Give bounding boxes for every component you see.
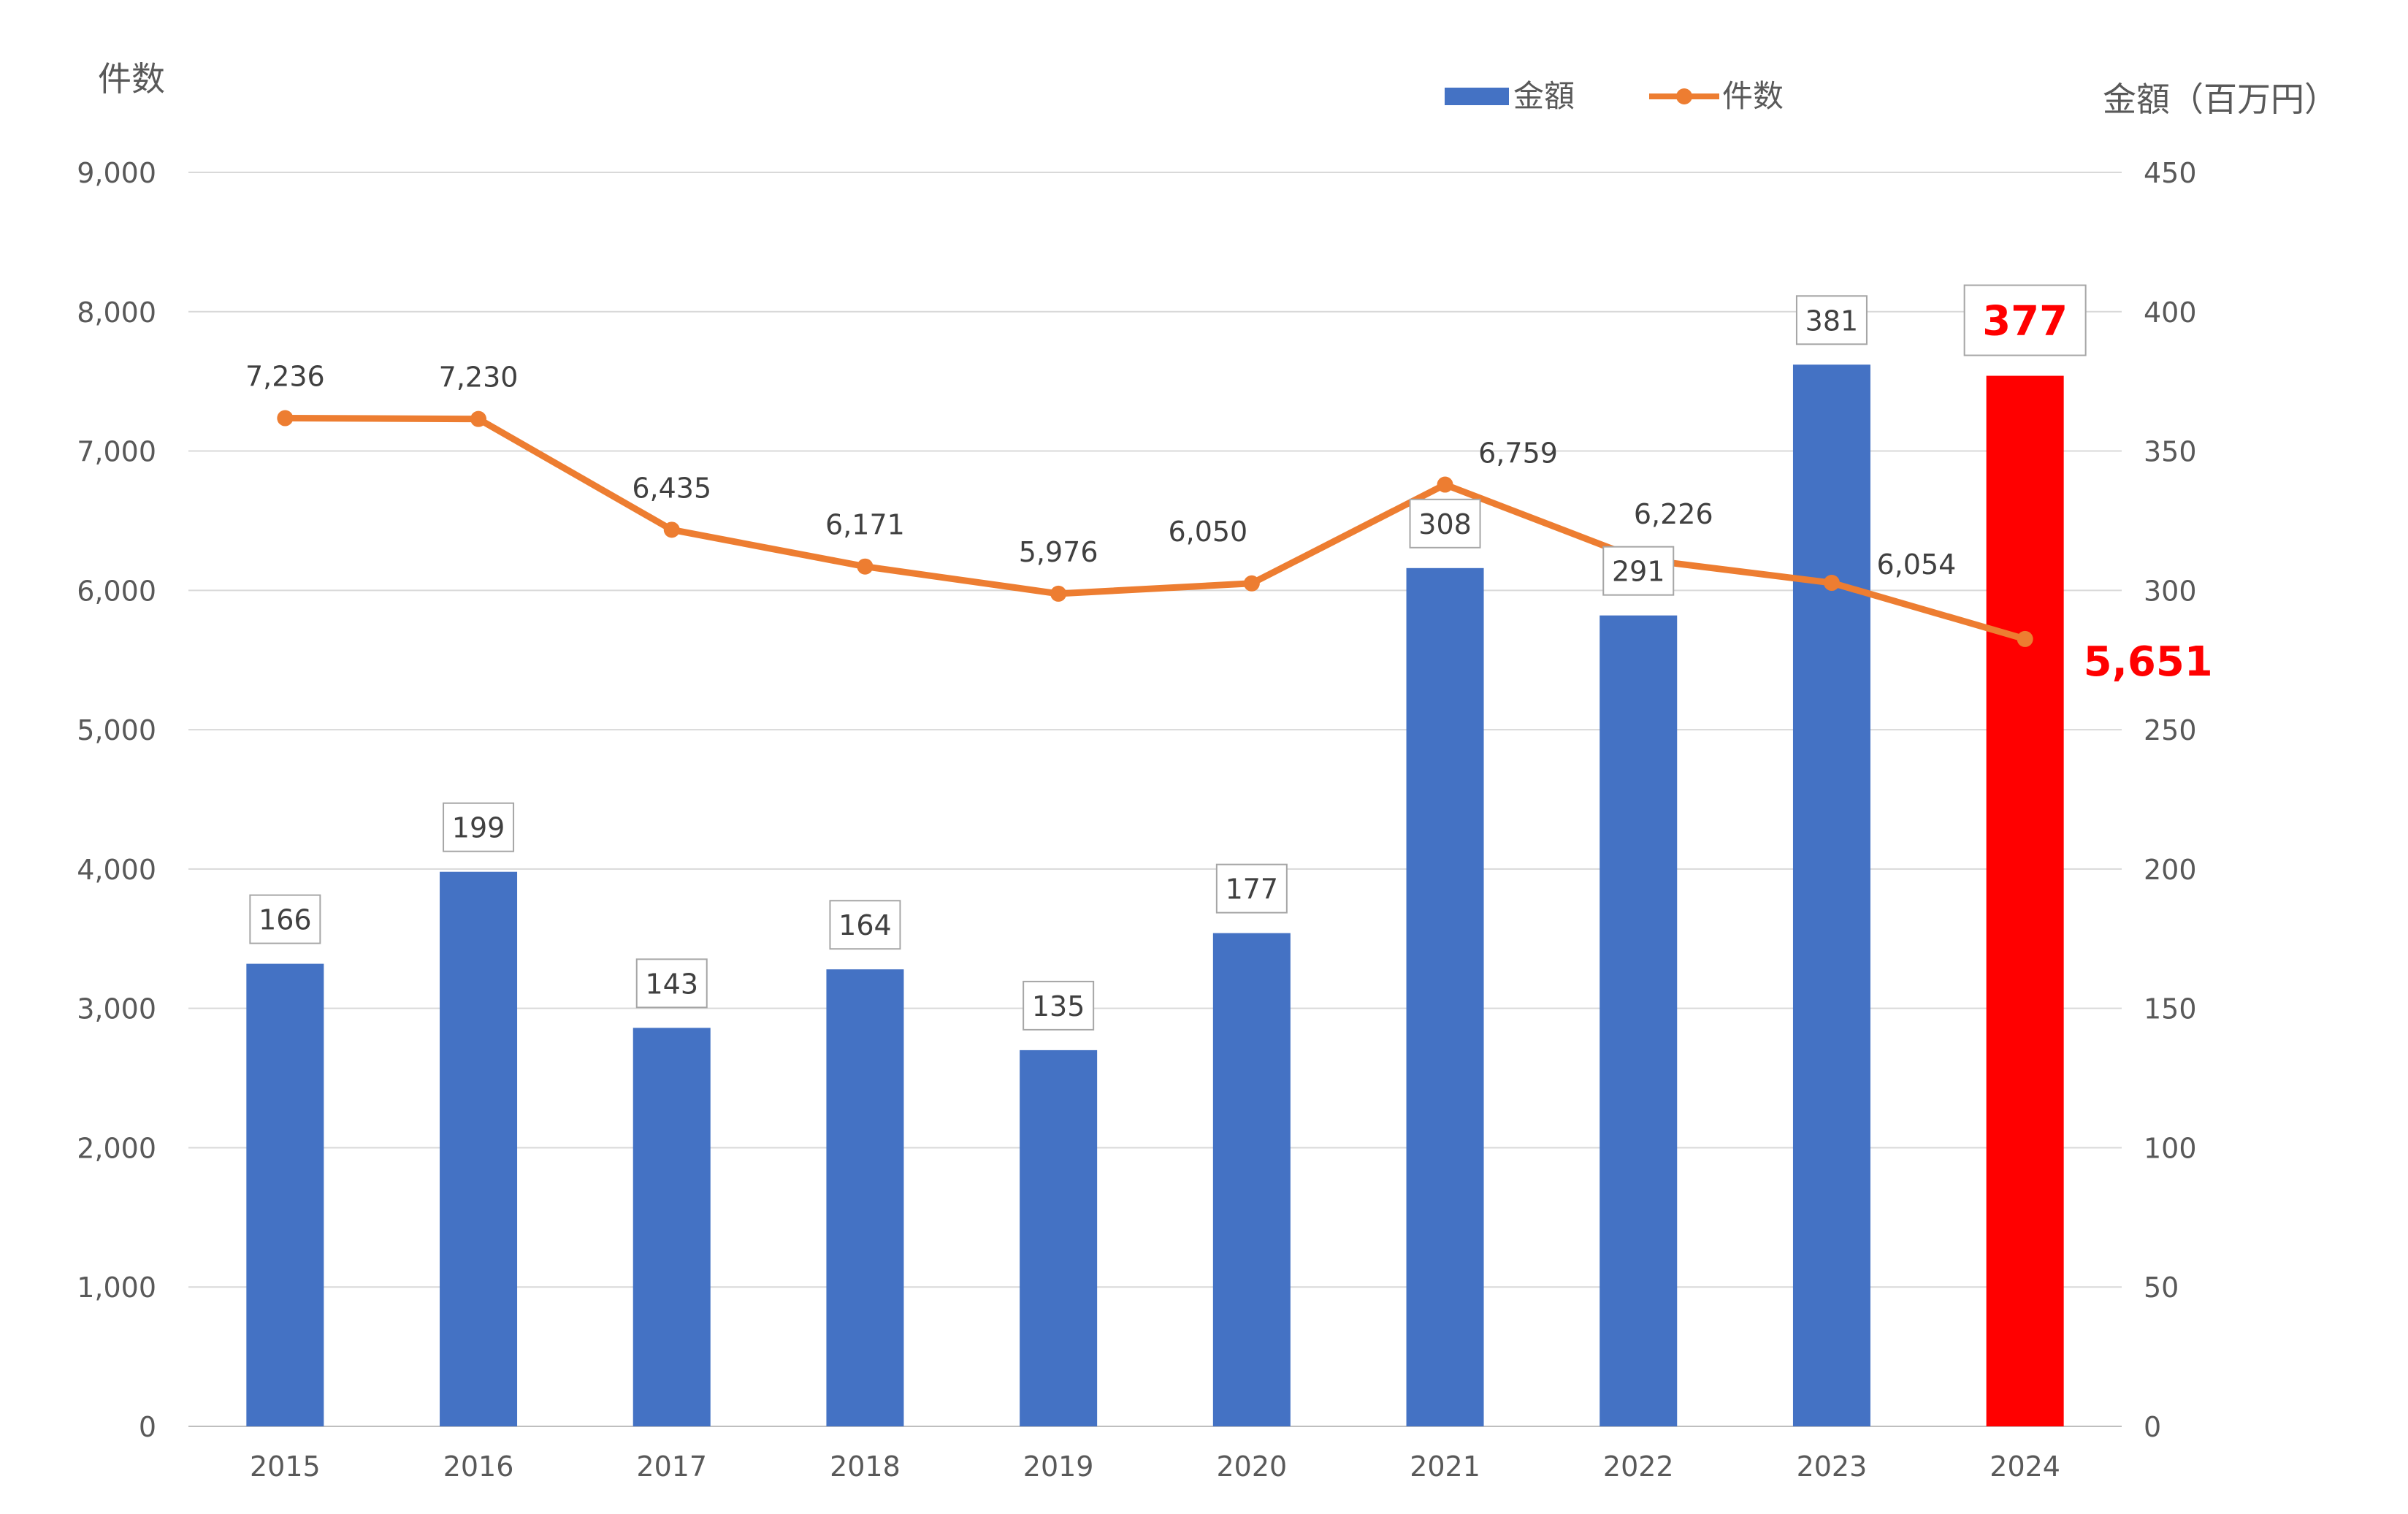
y-right-tick-label: 200 xyxy=(2144,854,2197,886)
bar-value-label-box xyxy=(635,958,708,1009)
line-point xyxy=(1243,575,1260,592)
bar-value-label-box xyxy=(1023,980,1095,1031)
y-left-tick-label: 1,000 xyxy=(77,1272,156,1304)
bar-value-label-box xyxy=(249,894,321,944)
bar-value-label-box xyxy=(1215,863,1288,914)
line-value-label: 6,226 xyxy=(1634,498,1713,530)
y-right-tick-label: 0 xyxy=(2144,1411,2161,1443)
y-right-tick-label: 450 xyxy=(2144,157,2197,189)
bar-value-label: 381 xyxy=(1805,305,1859,337)
y-right-tick-label: 100 xyxy=(2144,1132,2197,1164)
bar xyxy=(1986,375,2064,1426)
legend-line-label: 件数 xyxy=(1722,78,1784,114)
bar-value-label: 291 xyxy=(1612,556,1665,588)
line-value-label: 5,976 xyxy=(1019,536,1098,568)
x-tick-label: 2016 xyxy=(443,1450,514,1483)
label-layer: 166 199 143 164 135 177 308 291 381 377 7,236 7,230… xyxy=(245,284,2213,1031)
line-point xyxy=(1437,476,1453,493)
line-value-label: 6,171 xyxy=(825,509,905,541)
bar xyxy=(1212,933,1291,1426)
bar xyxy=(440,871,518,1426)
bar-layer xyxy=(246,364,2064,1427)
axis-layer: 0 0 1,000 50 2,000 100 3,000 150 4,000 200 5,000 25… xyxy=(77,157,2196,1483)
bar-value-label: 166 xyxy=(259,904,312,936)
line-value-label: 7,230 xyxy=(439,362,519,394)
x-tick-label: 2023 xyxy=(1797,1450,1868,1483)
line-point xyxy=(470,410,487,427)
x-tick-label: 2015 xyxy=(250,1450,321,1483)
bar xyxy=(632,1028,711,1426)
bar-value-label-box xyxy=(1963,284,2087,356)
line-value-label: 6,054 xyxy=(1877,548,1957,581)
x-tick-label: 2018 xyxy=(830,1450,901,1483)
line-point xyxy=(1050,585,1067,602)
y-right-tick-label: 50 xyxy=(2144,1272,2179,1304)
legend-line-marker xyxy=(1676,88,1692,104)
bar xyxy=(826,969,904,1426)
left-axis-title: 件数 xyxy=(98,59,165,99)
line-value-label: 5,651 xyxy=(2084,638,2213,686)
x-tick-label: 2020 xyxy=(1216,1450,1287,1483)
y-right-tick-label: 250 xyxy=(2144,714,2197,746)
line-value-label: 7,236 xyxy=(245,361,325,393)
bar-value-label-box xyxy=(1795,295,1868,345)
line-point xyxy=(2017,630,2033,647)
y-right-tick-label: 350 xyxy=(2144,436,2197,468)
line-point xyxy=(277,410,294,427)
line-value-label: 6,435 xyxy=(632,472,711,504)
y-right-tick-label: 400 xyxy=(2144,297,2197,329)
legend-bar-label: 金額 xyxy=(1513,78,1575,114)
right-axis-title: 金額（百万円） xyxy=(2103,80,2338,119)
bar xyxy=(1792,364,1870,1427)
line-layer xyxy=(277,410,2033,647)
x-tick-label: 2017 xyxy=(636,1450,707,1483)
legend: 金額 件数 xyxy=(1445,78,1784,114)
line-point xyxy=(1823,575,1840,592)
y-left-tick-label: 2,000 xyxy=(77,1132,156,1164)
y-left-tick-label: 0 xyxy=(139,1411,156,1443)
line-series xyxy=(285,415,2026,643)
bar-value-label-box xyxy=(829,900,901,950)
y-left-tick-label: 9,000 xyxy=(77,157,156,189)
x-tick-label: 2022 xyxy=(1603,1450,1674,1483)
bar-value-label-box xyxy=(1409,498,1481,548)
bar xyxy=(1020,1050,1098,1426)
bar xyxy=(1599,615,1678,1426)
bar-value-label: 164 xyxy=(838,909,892,941)
line-value-label: 6,050 xyxy=(1168,516,1247,548)
x-tick-label: 2024 xyxy=(1990,1450,2060,1483)
x-tick-label: 2021 xyxy=(1410,1450,1480,1483)
bar xyxy=(246,963,324,1426)
y-right-tick-label: 300 xyxy=(2144,575,2197,607)
y-left-tick-label: 7,000 xyxy=(77,436,156,468)
x-tick-label: 2019 xyxy=(1023,1450,1094,1483)
line-value-label: 6,759 xyxy=(1478,437,1558,470)
y-left-tick-label: 3,000 xyxy=(77,993,156,1025)
y-left-tick-label: 4,000 xyxy=(77,854,156,886)
y-left-tick-label: 8,000 xyxy=(77,297,156,329)
bar-value-label: 135 xyxy=(1032,990,1085,1022)
line-point xyxy=(663,521,680,538)
bar-value-label-box xyxy=(443,802,515,852)
bar-value-label-box xyxy=(1602,546,1675,596)
y-left-tick-label: 6,000 xyxy=(77,575,156,607)
bar-value-label: 199 xyxy=(452,812,505,844)
bar-value-label: 177 xyxy=(1226,873,1279,906)
legend-bar-swatch xyxy=(1445,88,1509,105)
y-right-tick-label: 150 xyxy=(2144,993,2197,1025)
bar xyxy=(1406,567,1484,1427)
bar-value-label: 308 xyxy=(1418,508,1472,540)
y-left-tick-label: 5,000 xyxy=(77,714,156,746)
line-point xyxy=(857,558,874,575)
bar-value-label: 377 xyxy=(1982,298,2068,345)
bar-value-label: 143 xyxy=(645,968,698,1000)
